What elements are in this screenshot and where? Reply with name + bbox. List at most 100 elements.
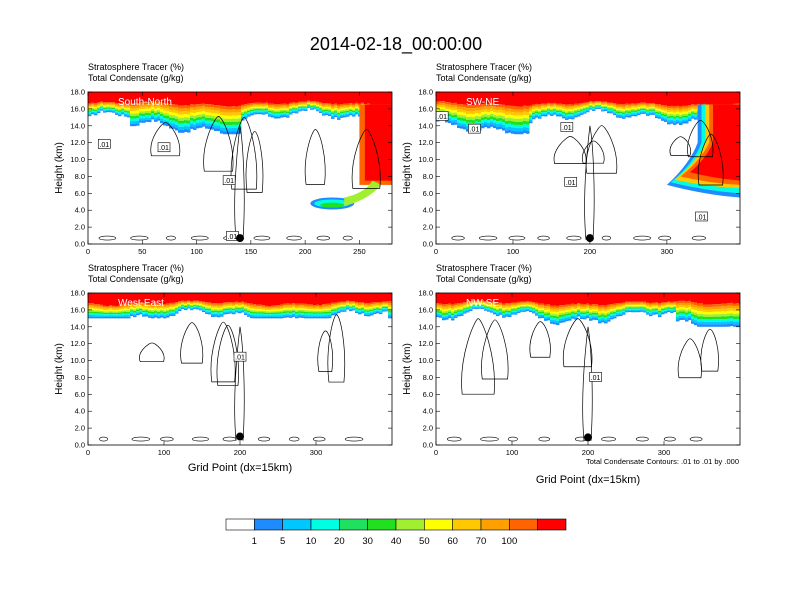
tracer-cell — [724, 311, 728, 315]
tracer-cell — [109, 111, 113, 113]
tracer-cell — [685, 317, 689, 320]
tracer-cell — [538, 92, 542, 105]
tracer-cell — [241, 310, 245, 312]
tracer-cell — [616, 307, 620, 309]
tracer-cell — [349, 306, 353, 308]
tracer-cell — [199, 301, 203, 303]
tracer-cell — [487, 304, 491, 307]
tracer-cell — [544, 106, 548, 108]
tracer-cell — [535, 305, 539, 308]
tracer-cell — [478, 305, 482, 307]
tracer-cell — [460, 313, 464, 315]
contour-label: .01 — [591, 375, 601, 382]
tracer-cell — [721, 311, 725, 314]
tracer-cell — [94, 307, 98, 309]
tracer-cell — [601, 108, 605, 110]
tracer-cell — [493, 313, 497, 315]
tracer-cell — [313, 102, 317, 104]
tracer-cell — [445, 309, 449, 312]
tracer-cell — [475, 303, 479, 305]
tracer-cell — [691, 110, 695, 113]
tracer-cell — [112, 105, 116, 107]
tracer-cell — [583, 106, 587, 108]
tracer-cell — [250, 303, 254, 306]
tracer-cell — [301, 303, 305, 306]
tracer-cell — [676, 319, 680, 322]
tracer-cell — [625, 301, 629, 303]
tracer-cell — [139, 293, 143, 303]
tracer-cell — [613, 111, 617, 113]
tracer-cell — [202, 113, 206, 117]
tracer-cell — [184, 303, 188, 305]
tracer-cell — [478, 303, 482, 305]
tracer-cell — [307, 313, 311, 316]
tracer-cell — [385, 305, 389, 307]
tracer-cell — [574, 109, 578, 112]
tracer-cell — [109, 92, 113, 103]
tracer-cell — [319, 105, 323, 108]
tracer-cell — [226, 303, 230, 305]
tracer-cell — [265, 102, 269, 104]
tracer-cell — [679, 293, 683, 301]
tracer-cell — [172, 314, 176, 316]
tracer-cell — [658, 303, 662, 305]
tracer-cell — [616, 114, 620, 117]
tracer-cell — [127, 307, 131, 309]
tracer-cell — [622, 311, 626, 314]
tracer-cell — [388, 303, 392, 305]
tracer-cell — [124, 110, 128, 113]
tracer-cell — [679, 307, 683, 310]
tracer-cell — [538, 117, 542, 119]
tracer-cell — [244, 117, 248, 119]
tracer-cell — [178, 111, 182, 115]
tracer-cell — [181, 308, 185, 309]
tracer-cell — [481, 305, 485, 307]
tracer-cell — [592, 104, 596, 106]
tracer-cell — [616, 108, 620, 110]
tracer-cell — [199, 109, 203, 112]
tracer-cell — [472, 306, 476, 307]
tracer-cell — [589, 101, 593, 103]
tracer-cell — [262, 110, 266, 113]
tracer-cell — [154, 303, 158, 305]
tracer-cell — [682, 92, 686, 106]
tracer-cell — [601, 318, 605, 321]
tracer-cell — [502, 124, 506, 128]
tracer-cell — [577, 306, 581, 308]
tracer-cell — [310, 293, 314, 305]
tracer-cell — [490, 116, 494, 120]
tracer-cell — [217, 315, 221, 318]
tracer-cell — [580, 109, 584, 111]
tracer-cell — [211, 310, 215, 313]
tracer-cell — [445, 106, 449, 109]
tracer-cell — [172, 311, 176, 314]
tracer-cell — [655, 311, 659, 313]
tracer-cell — [109, 312, 113, 315]
tracer-cell — [664, 309, 668, 311]
tracer-cell — [175, 309, 179, 312]
tracer-cell — [541, 313, 545, 315]
tracer-cell — [652, 104, 656, 106]
tracer-cell — [526, 302, 530, 304]
tracer-cell — [334, 92, 338, 104]
tracer-cell — [541, 314, 545, 317]
tracer-cell — [439, 109, 443, 112]
tracer-cell — [538, 303, 542, 306]
tracer-cell — [214, 293, 218, 304]
tracer-cell — [628, 309, 632, 311]
tracer-cell — [442, 306, 446, 308]
tracer-cell — [589, 104, 593, 106]
tracer-cell — [592, 103, 596, 105]
tracer-cell — [349, 108, 353, 110]
tracer-cell — [355, 107, 359, 110]
tracer-cell — [568, 104, 572, 106]
x-tick-label: 250 — [353, 247, 366, 256]
tracer-cell — [304, 101, 308, 103]
tracer-cell — [622, 293, 626, 303]
tracer-cell — [280, 305, 284, 308]
tracer-cell — [607, 314, 611, 317]
tracer-cell — [235, 112, 239, 116]
condensate-contour — [131, 436, 150, 442]
tracer-cell — [718, 324, 722, 327]
tracer-cell — [100, 101, 104, 103]
